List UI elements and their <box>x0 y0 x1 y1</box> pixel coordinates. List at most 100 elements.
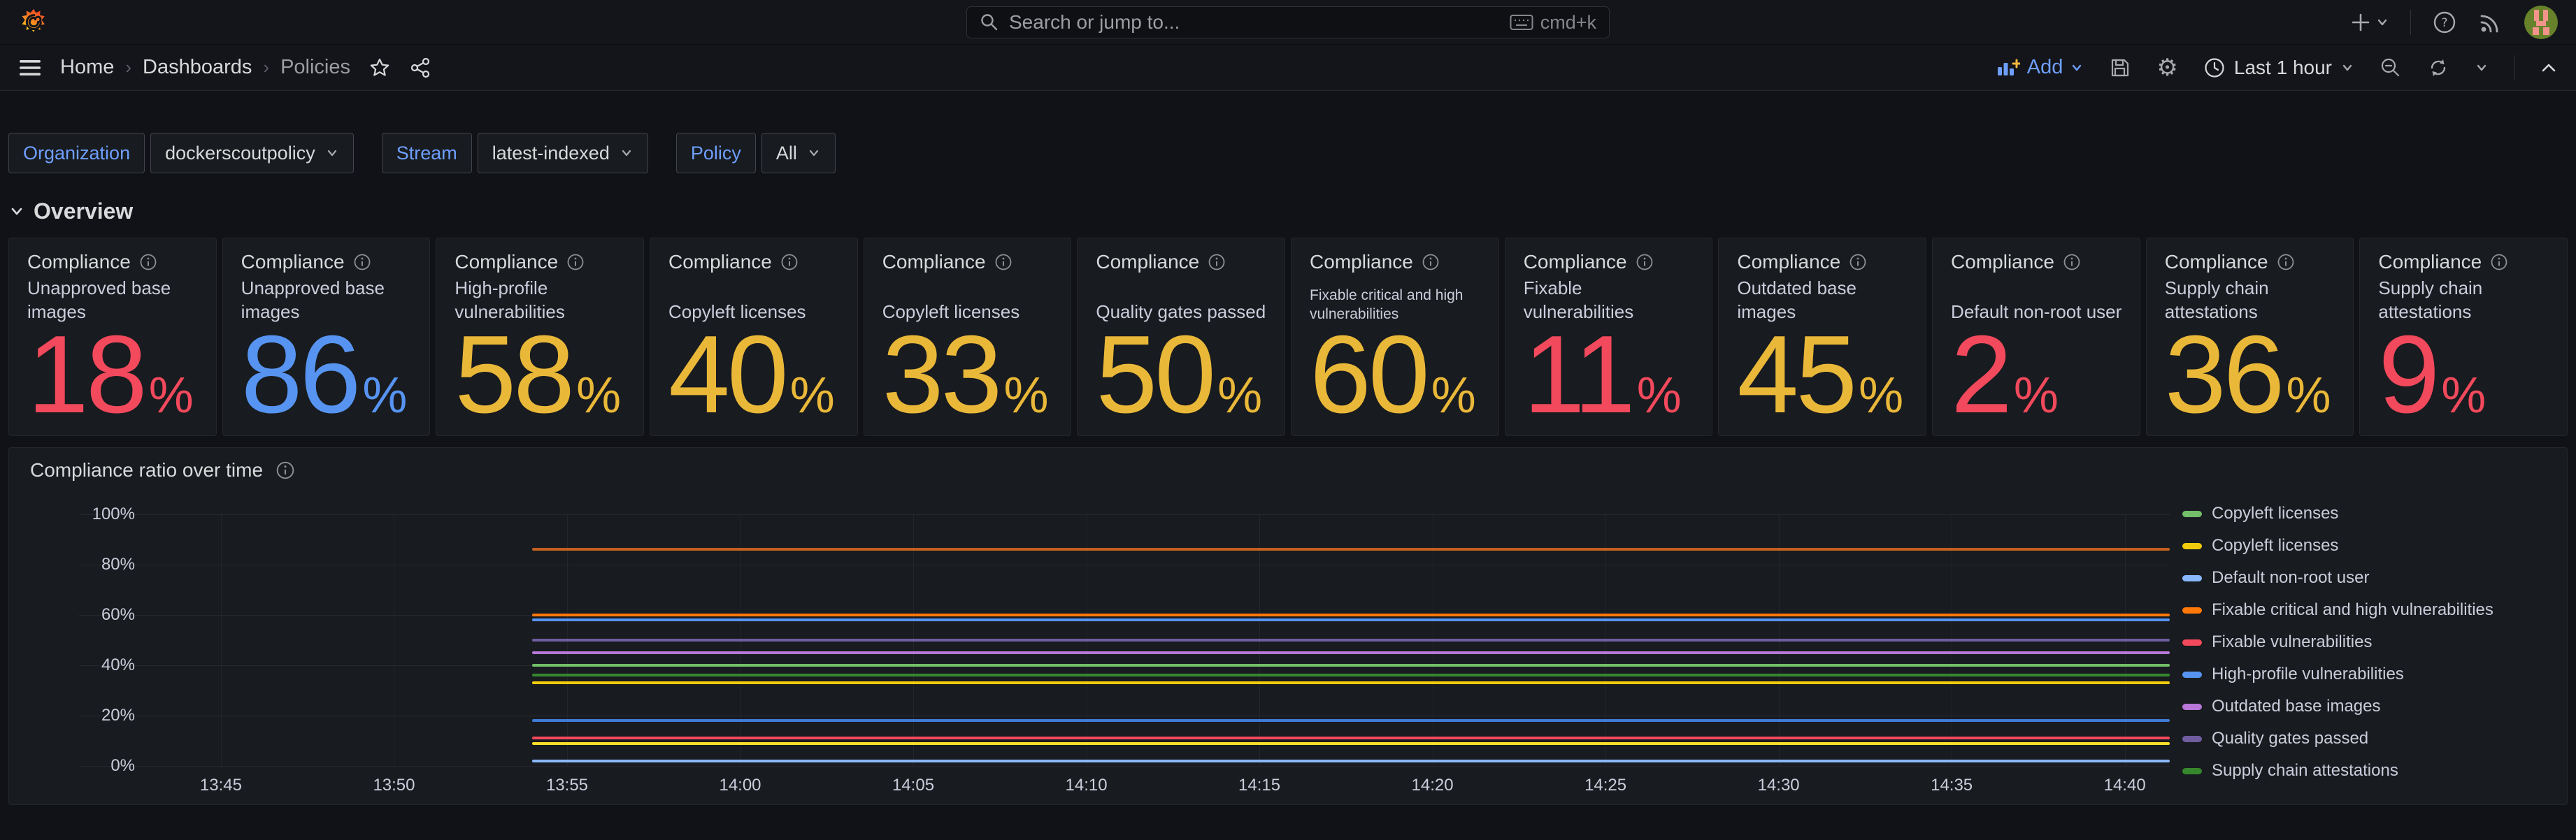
filter-value-dropdown[interactable]: dockerscoutpolicy <box>150 133 354 173</box>
legend-label: Fixable critical and high vulnerabilitie… <box>2212 600 2493 619</box>
stat-value: 86 % <box>241 319 415 430</box>
info-icon[interactable] <box>2063 253 2081 271</box>
filter-value-dropdown[interactable]: latest-indexed <box>477 133 648 173</box>
favorite-button[interactable] <box>368 57 391 79</box>
save-dashboard-button[interactable] <box>2109 57 2131 79</box>
y-tick-label: 60% <box>101 605 135 624</box>
stat-number: 18 <box>27 313 148 436</box>
breadcrumb-separator: › <box>125 57 132 78</box>
stat-panel: Compliance Outdated base images 45 % <box>1718 238 1927 436</box>
stat-value: 60 % <box>1310 319 1483 430</box>
legend-item[interactable]: Supply chain attestations <box>2182 761 2493 780</box>
breadcrumb-policies: Policies <box>280 56 351 78</box>
stat-number: 2 <box>1951 313 2012 436</box>
breadcrumb-dashboards[interactable]: Dashboards <box>143 56 252 78</box>
filter-group: Stream latest-indexed <box>381 133 648 173</box>
zoom-out-time-button[interactable] <box>2380 57 2402 79</box>
info-icon[interactable] <box>1208 253 1226 271</box>
mega-menu-toggle[interactable] <box>18 58 42 78</box>
chart-plot-area[interactable]: 0% 20% 40% 60% 80% 100% 13:45 13:50 13:55 14:00 14… <box>79 505 2170 795</box>
gridline <box>79 514 2170 515</box>
help-button[interactable]: ? <box>2432 10 2457 35</box>
chevron-up-icon <box>2542 64 2556 71</box>
chevron-down-icon <box>327 150 336 157</box>
x-tick-label: 14:35 <box>1931 776 1973 795</box>
filter-label: Stream <box>381 133 472 173</box>
legend-label: Copyleft licenses <box>2212 504 2339 523</box>
stat-panel: Compliance Supply chain attestations 9 % <box>2359 238 2568 436</box>
info-icon[interactable] <box>1636 253 1654 271</box>
add-panel-button[interactable]: Add <box>1996 56 2084 79</box>
series-line <box>532 674 2170 677</box>
stat-panel-title: Compliance <box>1951 251 2054 273</box>
add-label: Add <box>2026 56 2063 78</box>
legend-swatch-icon <box>2182 542 2202 549</box>
grafana-logo-icon[interactable] <box>18 7 49 38</box>
stat-subtitle: Supply chain attestations <box>2378 277 2483 322</box>
stat-subtitle: Unapproved base images <box>27 277 171 322</box>
legend-swatch-icon <box>2182 607 2202 614</box>
series-line <box>532 664 2170 667</box>
info-icon[interactable] <box>994 253 1012 271</box>
stat-value: 50 % <box>1096 313 1269 436</box>
legend-swatch-icon <box>2182 574 2202 581</box>
stat-number: 36 <box>2164 313 2285 436</box>
info-icon[interactable] <box>1849 253 1867 271</box>
breadcrumb-separator: › <box>263 57 270 78</box>
breadcrumb-home[interactable]: Home <box>60 56 115 78</box>
x-tick-label: 14:05 <box>892 776 935 795</box>
info-icon[interactable] <box>2277 253 2295 271</box>
info-icon[interactable] <box>780 253 799 271</box>
chart-title: Compliance ratio over time <box>30 459 264 481</box>
search-input[interactable]: Search or jump to... cmd+k <box>966 6 1610 38</box>
filter-value-dropdown[interactable]: All <box>761 133 836 173</box>
legend-item[interactable]: Fixable vulnerabilities <box>2182 632 2493 651</box>
stat-subtitle: Outdated base images <box>1737 277 1856 322</box>
stat-number: 50 <box>1096 313 1216 436</box>
legend-item[interactable]: High-profile vulnerabilities <box>2182 665 2493 683</box>
series-line <box>532 618 2170 622</box>
series-line <box>532 639 2170 642</box>
legend-item[interactable]: Quality gates passed <box>2182 729 2493 748</box>
dashboard-settings-button[interactable]: ⚙ <box>2156 56 2177 80</box>
legend-item[interactable]: Copyleft licenses <box>2182 504 2493 523</box>
legend-swatch-icon <box>2182 735 2202 742</box>
stat-value: 11 % <box>1524 319 1697 430</box>
info-icon[interactable] <box>2490 253 2508 271</box>
y-tick-label: 100% <box>92 505 135 523</box>
new-dropdown-button[interactable] <box>2350 12 2389 33</box>
chart-legend: Copyleft licenses Copyleft licenses Defaul… <box>2182 504 2493 780</box>
collapse-toolbar-button[interactable] <box>2540 60 2558 75</box>
info-icon[interactable] <box>139 253 157 271</box>
stat-unit: % <box>1859 368 1904 423</box>
stat-panel-title: Compliance <box>455 251 559 273</box>
refresh-interval-dropdown[interactable] <box>2475 61 2489 75</box>
legend-item[interactable]: Fixable critical and high vulnerabilitie… <box>2182 600 2493 619</box>
refresh-button[interactable] <box>2427 57 2449 79</box>
share-icon <box>410 57 430 78</box>
stat-panel-title: Compliance <box>1523 251 1627 273</box>
stat-unit: % <box>1636 368 1682 423</box>
clock-icon <box>2205 57 2224 78</box>
user-avatar[interactable] <box>2524 5 2558 39</box>
chevron-down-icon <box>809 150 818 157</box>
share-button[interactable] <box>409 57 431 79</box>
add-panel-icon <box>1997 59 2020 75</box>
row-header-overview[interactable]: Overview <box>8 197 2568 225</box>
info-icon[interactable] <box>276 461 295 480</box>
info-icon[interactable] <box>353 253 371 271</box>
toolbar-divider <box>2410 9 2411 35</box>
stat-subtitle: Unapproved base images <box>241 277 385 322</box>
legend-item[interactable]: Default non-root user <box>2182 568 2493 587</box>
stat-panel: Compliance Fixable vulnerabilities 11 % <box>1504 238 1713 436</box>
stat-value: 18 % <box>27 313 201 436</box>
info-icon[interactable] <box>1422 253 1440 271</box>
chevron-down-icon <box>2377 19 2387 25</box>
info-icon[interactable] <box>566 253 585 271</box>
legend-item[interactable]: Outdated base images <box>2182 697 2493 716</box>
news-button[interactable] <box>2478 10 2503 35</box>
series-line <box>532 737 2170 740</box>
stat-value: 40 % <box>668 319 842 430</box>
time-range-picker[interactable]: Last 1 hour <box>2203 57 2354 79</box>
legend-item[interactable]: Copyleft licenses <box>2182 536 2493 555</box>
